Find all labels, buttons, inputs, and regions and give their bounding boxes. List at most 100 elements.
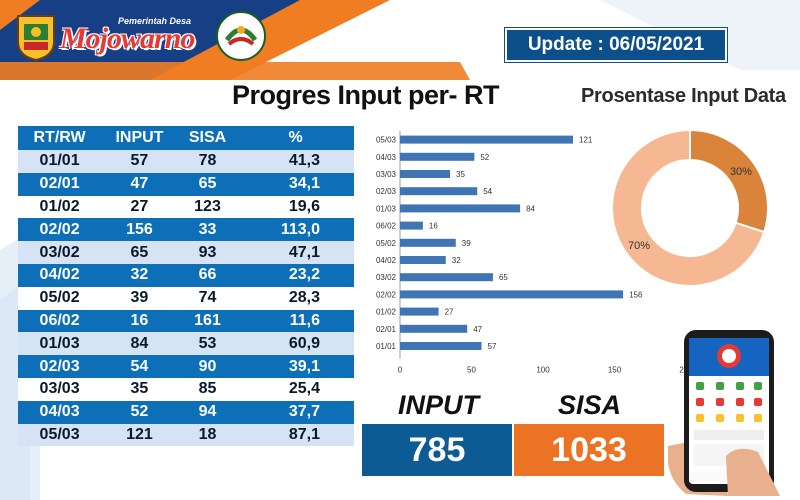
cell-percent: 41,3: [237, 150, 354, 173]
bar-category-label: 04/03: [376, 153, 397, 162]
table-row: 04/02 32 66 23,2: [18, 263, 354, 287]
table-row: 01/03 84 53 60,9: [18, 332, 354, 356]
cell-percent: 11,6: [237, 309, 354, 333]
cell-sisa: 123: [177, 195, 238, 219]
bar-value-label: 16: [429, 222, 438, 231]
smartphone-app-illustration: [668, 330, 780, 496]
sisa-total-value: 1033: [514, 424, 664, 476]
cell-input: 52: [101, 400, 178, 424]
cell-percent: 34,1: [237, 172, 354, 196]
column-header-rtrw: RT/RW: [18, 126, 102, 150]
bar: [400, 307, 439, 316]
cell-percent: 28,3: [237, 286, 354, 310]
cell-rtrw: 06/02: [18, 309, 102, 333]
totals-labels: INPUT SISA: [362, 390, 662, 424]
x-tick-label: 0: [398, 366, 403, 375]
cell-percent: 87,1: [237, 423, 354, 447]
bar-category-label: 03/02: [376, 273, 397, 282]
cell-sisa: 93: [177, 241, 238, 264]
cell-sisa: 33: [177, 218, 238, 242]
header-stripes: [0, 0, 470, 80]
bar-category-label: 01/02: [376, 308, 397, 317]
bar-value-label: 39: [462, 239, 471, 248]
cell-sisa: 65: [177, 172, 238, 196]
ministry-logo-icon: [216, 11, 266, 61]
sisa-total-label: SISA: [558, 390, 622, 420]
table-row: 06/02 16 161 11,6: [18, 309, 354, 333]
cell-sisa: 18: [177, 423, 238, 447]
cell-rtrw: 02/02: [18, 218, 102, 242]
cell-input: 47: [101, 172, 178, 196]
bar-category-label: 05/02: [376, 239, 397, 248]
donut-slice: [611, 128, 766, 287]
table-header-row: RT/RW INPUT SISA %: [18, 126, 354, 150]
cell-input: 57: [101, 150, 178, 173]
bar: [400, 324, 468, 333]
cell-rtrw: 02/01: [18, 172, 102, 196]
cell-input: 39: [101, 286, 178, 310]
bar-value-label: 54: [483, 187, 492, 196]
table-row: 02/01 47 65 34,1: [18, 172, 354, 196]
bar-category-label: 02/03: [376, 187, 397, 196]
cell-rtrw: 04/02: [18, 263, 102, 287]
table-row: 03/03 35 85 25,4: [18, 377, 354, 401]
table-row: 02/03 54 90 39,1: [18, 355, 354, 378]
column-header-input: INPUT: [101, 126, 178, 150]
cell-rtrw: 02/03: [18, 355, 102, 378]
regency-emblem-icon: [17, 15, 55, 62]
donut-slice-label: 30%: [730, 166, 752, 178]
bar: [400, 273, 493, 282]
cell-input: 27: [101, 195, 178, 219]
cell-input: 54: [101, 355, 178, 378]
header-banner: Pemerintah Desa Mojowarno Update : 06/05…: [0, 0, 800, 80]
bar-category-label: 06/02: [376, 222, 397, 231]
bar-value-label: 121: [579, 136, 593, 145]
cell-sisa: 161: [177, 309, 238, 333]
cell-input: 16: [101, 309, 178, 333]
bar-value-label: 57: [488, 342, 497, 351]
cell-sisa: 78: [177, 150, 238, 173]
bar-category-label: 03/03: [376, 170, 397, 179]
x-tick-label: 100: [536, 366, 550, 375]
cell-percent: 25,4: [237, 377, 354, 401]
donut-chart-title: Prosentase Input Data: [581, 85, 786, 107]
table-row: 01/01 57 78 41,3: [18, 150, 354, 173]
cell-percent: 37,7: [237, 400, 354, 424]
cell-rtrw: 05/02: [18, 286, 102, 310]
cell-rtrw: 01/03: [18, 332, 102, 356]
cell-rtrw: 05/03: [18, 423, 102, 447]
column-header-percent: %: [237, 126, 354, 150]
cell-percent: 19,6: [237, 195, 354, 219]
table-row: 05/02 39 74 28,3: [18, 286, 354, 310]
bar: [400, 135, 574, 144]
cell-percent: 23,2: [237, 263, 354, 287]
brand-subtitle: Pemerintah Desa: [118, 16, 192, 26]
bar-value-label: 32: [452, 256, 461, 265]
cell-percent: 113,0: [237, 218, 354, 242]
bar-category-label: 02/01: [376, 325, 397, 334]
bar-category-label: 04/02: [376, 256, 397, 265]
bar: [400, 342, 482, 350]
bar-value-label: 52: [480, 153, 489, 162]
table-row: 04/03 52 94 37,7: [18, 400, 354, 424]
cell-rtrw: 01/02: [18, 195, 102, 219]
cell-rtrw: 03/03: [18, 377, 102, 401]
cell-percent: 39,1: [237, 355, 354, 378]
column-header-sisa: SISA: [177, 126, 238, 150]
donut-slice: [689, 128, 769, 234]
cell-input: 32: [101, 263, 178, 287]
cell-sisa: 53: [177, 332, 238, 356]
bar: [400, 187, 478, 196]
page-title: Progres Input per- RT: [232, 80, 500, 110]
bar-category-label: 02/02: [376, 290, 397, 299]
input-total-label: INPUT: [398, 390, 479, 420]
table-row: 05/03 121 18 87,1: [18, 423, 354, 447]
cell-input: 84: [101, 332, 178, 356]
cell-input: 121: [101, 423, 178, 447]
bar-category-label: 01/01: [376, 342, 397, 351]
cell-sisa: 66: [177, 263, 238, 287]
bar: [400, 221, 423, 230]
cell-rtrw: 03/02: [18, 241, 102, 264]
cell-input: 35: [101, 377, 178, 401]
cell-input: 65: [101, 241, 178, 264]
